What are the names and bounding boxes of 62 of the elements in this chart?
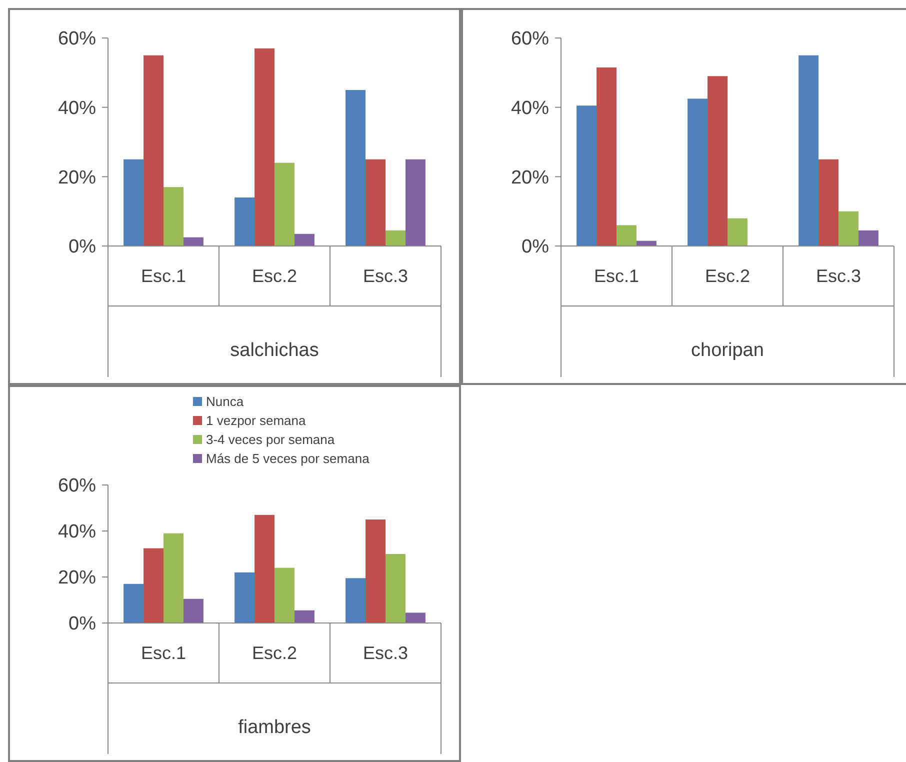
x-tick-label: Esc.3 <box>816 266 862 286</box>
bar <box>366 520 386 623</box>
bar <box>254 48 274 246</box>
bar <box>838 211 858 246</box>
bar <box>818 159 838 246</box>
bar <box>234 197 255 246</box>
bar <box>164 187 184 246</box>
y-tick-label: 60% <box>58 476 96 497</box>
x-axis-title: choripan <box>691 340 764 361</box>
x-tick-label: Esc.2 <box>252 643 298 663</box>
y-tick-label: 20% <box>58 167 96 188</box>
bar <box>708 76 728 246</box>
legend-label: 1 vezpor semana <box>206 413 306 428</box>
bar <box>294 234 314 246</box>
x-tick-label: Esc.2 <box>704 266 750 286</box>
x-axis-title: fiambres <box>238 717 311 738</box>
legend-label: Nunca <box>206 394 244 409</box>
x-tick-label: Esc.2 <box>252 266 298 286</box>
x-tick-label: Esc.1 <box>140 266 186 286</box>
bar <box>386 230 406 246</box>
y-tick-label: 0% <box>522 236 550 258</box>
legend-label: 3-4 veces por semana <box>206 432 336 447</box>
y-tick-label: 40% <box>510 98 550 119</box>
x-tick-label: Esc.1 <box>594 266 640 286</box>
y-tick-label: 40% <box>58 522 96 543</box>
bar <box>274 568 294 623</box>
bar <box>616 225 636 246</box>
bar <box>405 612 426 623</box>
bar <box>596 67 616 246</box>
bar <box>124 159 144 246</box>
y-tick-label: 60% <box>510 28 550 50</box>
bar <box>164 533 184 623</box>
bar <box>183 598 204 623</box>
bar <box>366 159 386 246</box>
bar <box>346 90 366 246</box>
bar <box>688 98 708 246</box>
bar <box>294 610 314 623</box>
bar <box>234 572 255 623</box>
y-tick-label: 0% <box>68 236 96 258</box>
y-tick-label: 60% <box>58 28 96 50</box>
y-tick-label: 20% <box>58 568 96 589</box>
legend-label: Más de 5 veces por semana <box>206 451 370 466</box>
x-tick-label: Esc.3 <box>362 266 408 286</box>
bar <box>183 237 204 246</box>
x-tick-label: Esc.1 <box>140 643 186 663</box>
y-tick-label: 40% <box>58 98 96 119</box>
bar <box>728 218 748 246</box>
bar <box>124 584 144 623</box>
bar <box>576 106 597 246</box>
bar <box>858 230 878 246</box>
bar <box>405 159 426 246</box>
bar <box>144 55 164 246</box>
x-tick-label: Esc.3 <box>362 643 408 663</box>
bar <box>346 578 366 623</box>
bar <box>254 514 274 623</box>
y-tick-label: 20% <box>510 167 550 188</box>
bar <box>798 55 819 246</box>
bar <box>386 554 406 623</box>
y-tick-label: 0% <box>68 614 96 635</box>
bar <box>274 162 294 246</box>
bar <box>144 548 164 623</box>
x-axis-title: salchichas <box>230 340 319 361</box>
